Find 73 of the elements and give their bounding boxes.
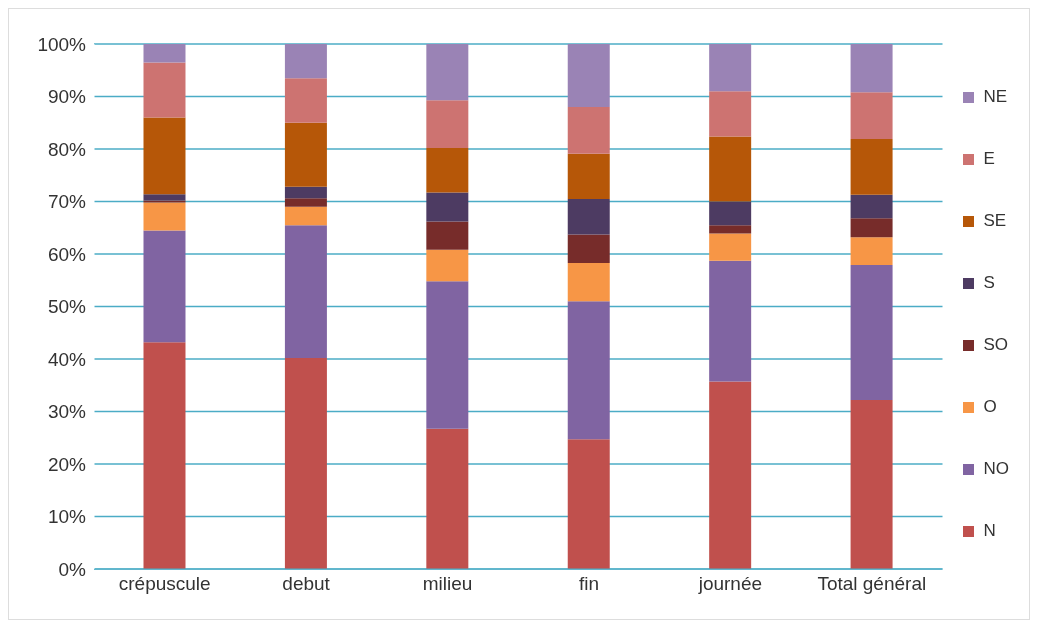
bar [143, 202, 186, 231]
x-tick-label: debut [282, 573, 331, 595]
bar [850, 92, 893, 140]
bar [284, 78, 327, 123]
bar [567, 439, 610, 569]
bar [567, 44, 610, 107]
bar [567, 234, 610, 263]
x-tick-label: milieu [422, 573, 473, 595]
legend-label: NO [983, 459, 1009, 479]
legend-label: NE [983, 87, 1008, 107]
bar [426, 44, 469, 101]
y-tick-label: 80% [47, 138, 87, 160]
bar [850, 44, 893, 93]
y-tick-label: 30% [47, 401, 87, 423]
y-tick-label: 100% [37, 33, 87, 55]
bar [143, 200, 186, 203]
bar [284, 122, 327, 187]
bar [567, 198, 610, 235]
bar [143, 342, 186, 569]
bar [284, 206, 327, 226]
bar [709, 225, 752, 234]
bar [426, 221, 469, 250]
bar [567, 262, 610, 302]
legend-label: E [983, 149, 995, 169]
bar [143, 117, 186, 195]
bar [850, 399, 893, 569]
y-tick-label: 70% [47, 191, 87, 213]
y-tick-label: 90% [47, 86, 87, 108]
bar [143, 194, 186, 201]
y-tick-label: 10% [47, 506, 87, 528]
legend-label: S [983, 273, 995, 293]
y-tick-label: 0% [58, 558, 87, 580]
bar [850, 194, 893, 219]
legend-label: N [983, 521, 996, 541]
bar [284, 198, 327, 207]
x-tick-label: fin [578, 573, 599, 595]
legend-label: SO [983, 335, 1009, 355]
bar [426, 281, 469, 429]
bar [709, 201, 752, 226]
bar [850, 265, 893, 400]
bar [426, 428, 469, 569]
bar [567, 107, 610, 154]
y-tick-label: 50% [47, 296, 87, 318]
bar [709, 136, 752, 202]
bar [709, 233, 752, 261]
y-tick-label: 60% [47, 243, 87, 265]
bar [284, 186, 327, 199]
legend-label: O [983, 397, 997, 417]
bar [567, 301, 610, 440]
bar [567, 153, 610, 199]
x-tick-label: Total général [817, 573, 927, 595]
bar [284, 357, 327, 569]
bar [284, 44, 327, 79]
bar [709, 381, 752, 569]
bar [143, 44, 186, 63]
bar [850, 237, 893, 266]
legend-label: SE [983, 211, 1007, 231]
bar [143, 62, 186, 118]
x-tick-label: crépuscule [118, 573, 211, 595]
bar [426, 249, 469, 282]
bar [426, 147, 469, 193]
bar [426, 100, 469, 148]
bar [850, 218, 893, 238]
x-tick-label: journée [697, 573, 763, 595]
bar [143, 230, 186, 343]
bar [850, 139, 893, 195]
y-tick-label: 20% [47, 453, 87, 475]
bar [284, 225, 327, 358]
bar [709, 44, 752, 92]
bar [709, 91, 752, 137]
bar [709, 260, 752, 382]
bar [426, 192, 469, 222]
y-tick-label: 40% [47, 348, 87, 370]
